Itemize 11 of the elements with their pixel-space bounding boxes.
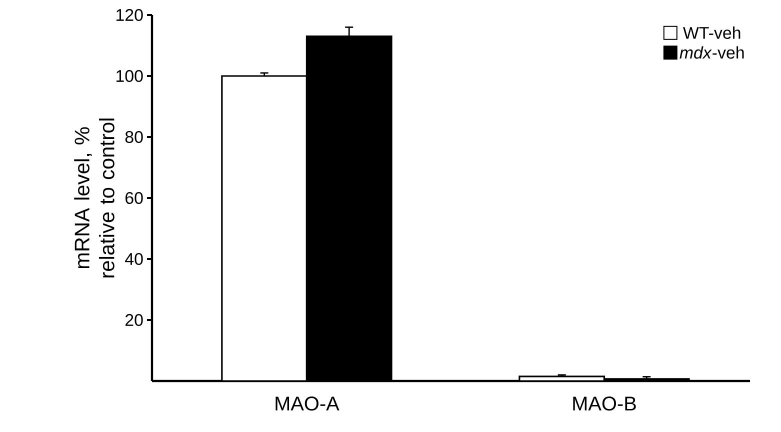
x-tick-label: MAO-B — [573, 396, 636, 411]
y-tick-label: 60 — [126, 192, 143, 204]
y-tick-label: 120 — [116, 8, 143, 21]
y-tick-label: 40 — [125, 253, 143, 265]
legend-label: WT-veh — [683, 26, 740, 39]
x-tick-label: MAO-A — [276, 396, 340, 411]
y-tick-label: 100 — [116, 70, 143, 82]
y-tick-label: 20 — [126, 314, 143, 326]
y-axis-title: mRNA level, % relative to control — [74, 118, 114, 278]
legend-label: mdx-veh — [680, 46, 744, 59]
y-tick-label: 80 — [125, 131, 143, 143]
